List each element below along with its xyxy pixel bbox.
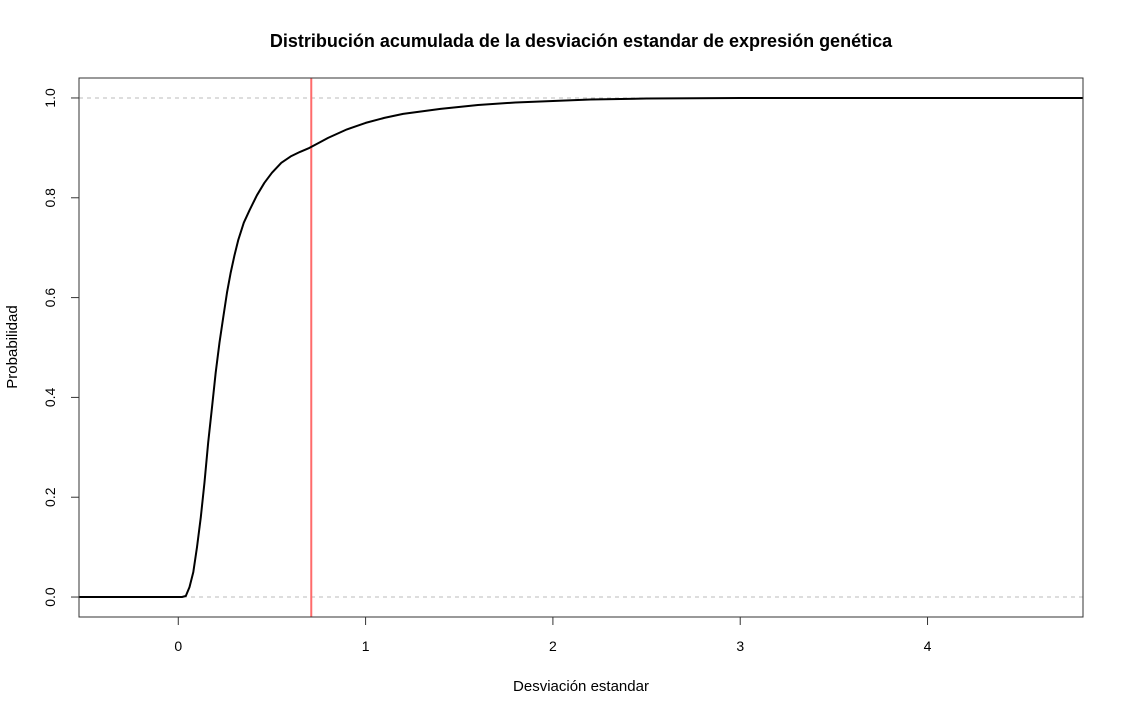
y-tick-label: 0.4 <box>42 387 58 407</box>
y-tick-label: 0.2 <box>42 487 58 507</box>
series-layer <box>79 97 1083 598</box>
plot-border <box>78 77 1084 618</box>
y-axis-label: Probabilidad <box>4 305 21 388</box>
y-tick-label: 0.0 <box>42 587 58 607</box>
y-axis: 0.0 0.2 0.4 0.6 0.8 1.0 <box>42 88 80 607</box>
series-line-0 <box>79 97 1083 598</box>
chart-title: Distribución acumulada de la desviación … <box>270 31 893 51</box>
y-tick-label: 1.0 <box>42 88 58 108</box>
y-tick-label: 0.8 <box>42 188 58 208</box>
x-tick-label: 2 <box>549 638 557 654</box>
x-tick-label: 4 <box>924 638 932 654</box>
x-tick-label: 0 <box>174 638 182 654</box>
x-tick-label: 1 <box>362 638 370 654</box>
x-axis-label: Desviación estandar <box>513 678 649 695</box>
x-tick-label: 3 <box>736 638 744 654</box>
plot-area <box>78 77 1084 618</box>
y-tick-label: 0.6 <box>42 288 58 308</box>
reference-lines <box>79 78 1083 617</box>
x-axis: 0 1 2 3 4 <box>174 616 932 654</box>
